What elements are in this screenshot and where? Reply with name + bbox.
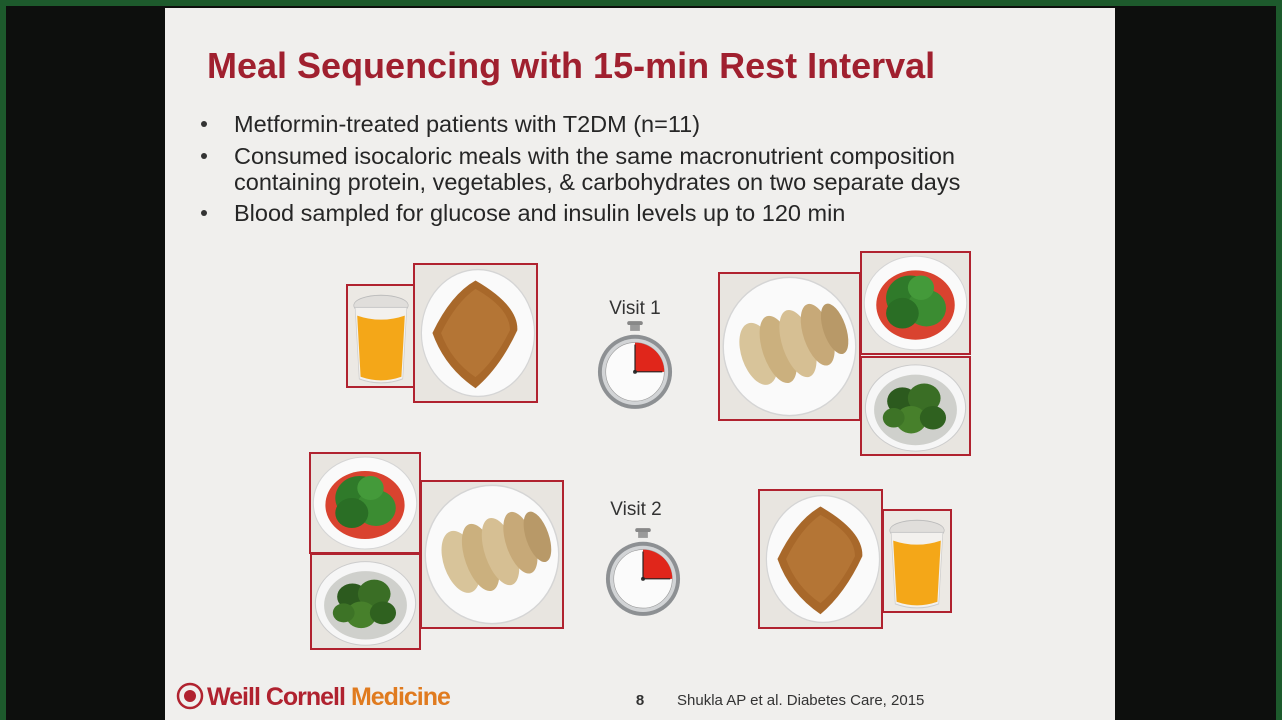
- salad-photo: [310, 453, 420, 553]
- bullet-marker: [201, 153, 207, 159]
- bread-photo: [759, 490, 882, 628]
- bullet-text: Consumed isocaloric meals with the same …: [234, 143, 955, 169]
- frame-edge: [0, 0, 6, 720]
- visit-label: Visit 1: [609, 298, 660, 319]
- photo-border: [860, 356, 971, 456]
- juice-photo: [883, 510, 951, 612]
- logo-seal: [184, 690, 196, 702]
- bullet-list: Metformin-treated patients with T2DM (n=…: [201, 111, 960, 226]
- bullet-text: Metformin-treated patients with T2DM (n=…: [234, 111, 700, 137]
- bread-photo: [414, 264, 537, 402]
- visit-label: Visit 2: [610, 499, 661, 520]
- citation: Shukla AP et al. Diabetes Care, 2015: [677, 692, 924, 709]
- broccoli-photo: [861, 357, 970, 455]
- page-number: 8: [636, 692, 644, 709]
- photo-border: [860, 251, 971, 355]
- logo: Weill Cornell Medicine: [176, 682, 452, 711]
- salad-photo: [861, 252, 970, 354]
- frame-edge: [0, 0, 1282, 6]
- logo-name: Weill Cornell: [207, 683, 345, 711]
- logo-name: Medicine: [351, 683, 451, 711]
- juice-photo: [347, 285, 415, 387]
- logo-text: Weill Cornell Medicine: [207, 683, 451, 711]
- photo-border: [420, 480, 564, 629]
- chicken-photo: [421, 481, 563, 628]
- logo-seal: [176, 682, 204, 710]
- bullet-text: containing protein, vegetables, & carboh…: [234, 169, 960, 195]
- photo-border: [413, 263, 538, 403]
- bullet-marker: [201, 121, 207, 127]
- chicken-photo: [719, 273, 860, 420]
- broccoli-photo: [311, 554, 420, 649]
- frame-edge: [1276, 0, 1282, 720]
- bullet-marker: [201, 210, 207, 216]
- photo-border: [882, 509, 952, 613]
- slide-title: Meal Sequencing with 15-min Rest Interva…: [207, 45, 935, 86]
- bullet-text: Blood sampled for glucose and insulin le…: [234, 200, 845, 226]
